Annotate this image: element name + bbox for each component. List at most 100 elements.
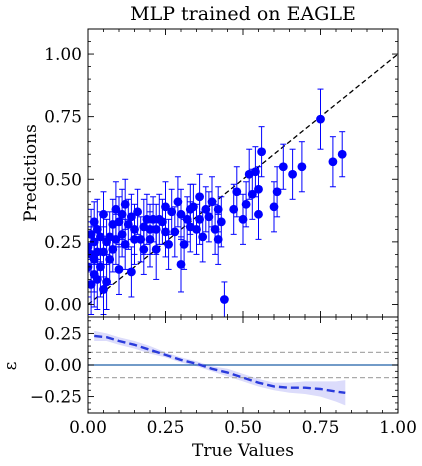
data-point bbox=[99, 209, 108, 219]
data-point bbox=[102, 277, 111, 287]
data-point bbox=[213, 234, 223, 244]
data-point bbox=[337, 149, 347, 159]
data-point bbox=[92, 247, 102, 257]
top-plot-ticks: 0.00 0.25 0.50 0.75 1.00 bbox=[44, 29, 399, 317]
bottom-y-axis-label: ε bbox=[1, 361, 21, 370]
data-point bbox=[139, 244, 149, 254]
data-point bbox=[204, 212, 214, 222]
top-plot: 0.00 0.25 0.50 0.75 1.00 Predictions bbox=[21, 28, 399, 318]
data-point bbox=[176, 260, 186, 269]
chart-title: MLP trained on EAGLE bbox=[130, 3, 356, 25]
data-point bbox=[114, 265, 124, 274]
confidence-band bbox=[94, 330, 346, 406]
data-point bbox=[120, 239, 130, 249]
data-point bbox=[220, 295, 229, 304]
data-point bbox=[170, 227, 180, 237]
x-tick-label: 0.00 bbox=[69, 418, 107, 438]
data-point bbox=[92, 224, 102, 234]
data-point bbox=[164, 239, 174, 249]
data-point bbox=[161, 227, 170, 237]
data-point bbox=[241, 199, 251, 209]
data-point bbox=[232, 187, 242, 197]
y-tick-label: 0.00 bbox=[44, 356, 82, 376]
residual-line bbox=[94, 334, 346, 394]
data-point bbox=[111, 234, 121, 244]
data-point bbox=[247, 189, 257, 199]
data-point bbox=[117, 229, 127, 239]
data-point bbox=[210, 224, 220, 234]
data-point bbox=[99, 285, 108, 294]
data-point bbox=[89, 217, 99, 227]
data-point bbox=[92, 275, 102, 284]
data-point bbox=[254, 209, 263, 219]
top-plot-marks bbox=[88, 53, 398, 317]
data-point bbox=[278, 162, 288, 172]
data-point bbox=[238, 214, 248, 224]
data-point bbox=[213, 204, 223, 214]
data-point bbox=[158, 217, 167, 227]
data-point bbox=[126, 267, 136, 277]
data-point bbox=[130, 224, 139, 234]
data-point bbox=[136, 234, 146, 244]
x-tick-label: 0.75 bbox=[302, 418, 340, 438]
data-point bbox=[151, 244, 161, 254]
data-point bbox=[114, 217, 124, 227]
data-point bbox=[229, 204, 239, 214]
data-point bbox=[117, 209, 127, 219]
bottom-plot-ticks: 0.00 0.25 0.50 0.75 1.00 −0.25 0.00 0.25 bbox=[30, 317, 417, 438]
data-point bbox=[130, 234, 139, 244]
data-point bbox=[123, 219, 133, 229]
x-tick-label: 1.00 bbox=[379, 418, 417, 438]
data-point bbox=[216, 217, 226, 227]
data-point bbox=[257, 147, 266, 157]
data-point bbox=[120, 199, 130, 209]
data-point bbox=[176, 209, 186, 219]
data-point bbox=[89, 255, 99, 264]
data-point bbox=[195, 192, 205, 202]
data-point bbox=[201, 204, 211, 214]
data-point bbox=[195, 214, 205, 224]
data-point bbox=[126, 212, 136, 222]
data-point bbox=[96, 232, 105, 242]
data-point bbox=[133, 207, 143, 217]
data-point bbox=[111, 204, 121, 214]
data-point bbox=[88, 229, 96, 239]
data-point bbox=[99, 247, 108, 257]
data-point bbox=[192, 224, 201, 234]
identity-line bbox=[88, 53, 398, 305]
data-point bbox=[288, 169, 297, 179]
data-point bbox=[254, 184, 263, 194]
y-tick-label: 0.75 bbox=[44, 108, 82, 128]
data-point bbox=[145, 234, 155, 244]
data-point bbox=[96, 262, 105, 272]
data-point bbox=[182, 214, 192, 224]
y-tick-label: 0.25 bbox=[44, 233, 82, 253]
top-y-axis-label: Predictions bbox=[21, 124, 41, 222]
data-point bbox=[88, 280, 96, 289]
data-point bbox=[89, 237, 99, 247]
x-tick-label: 0.50 bbox=[224, 418, 262, 438]
data-point bbox=[328, 157, 338, 167]
data-point bbox=[151, 224, 161, 234]
data-point bbox=[251, 167, 260, 177]
data-point bbox=[142, 214, 152, 224]
data-point bbox=[272, 187, 282, 197]
x-axis-label: True Values bbox=[192, 441, 294, 461]
y-tick-label: 0.25 bbox=[44, 324, 82, 344]
data-point bbox=[161, 202, 170, 212]
bottom-plot: 0.00 0.25 0.50 0.75 1.00 −0.25 0.00 0.25 ε True… bbox=[1, 316, 417, 461]
data-point bbox=[173, 197, 183, 207]
data-point bbox=[189, 202, 198, 212]
y-tick-label: 0.50 bbox=[44, 170, 82, 190]
data-point bbox=[179, 239, 189, 249]
data-point bbox=[269, 202, 279, 212]
y-tick-label: −0.25 bbox=[30, 388, 82, 408]
residual-marks bbox=[88, 330, 398, 406]
data-point bbox=[167, 207, 177, 217]
data-point bbox=[316, 114, 325, 124]
data-point bbox=[207, 197, 217, 207]
data-point bbox=[108, 244, 118, 254]
y-tick-label: 1.00 bbox=[44, 45, 82, 65]
data-point bbox=[198, 232, 208, 242]
